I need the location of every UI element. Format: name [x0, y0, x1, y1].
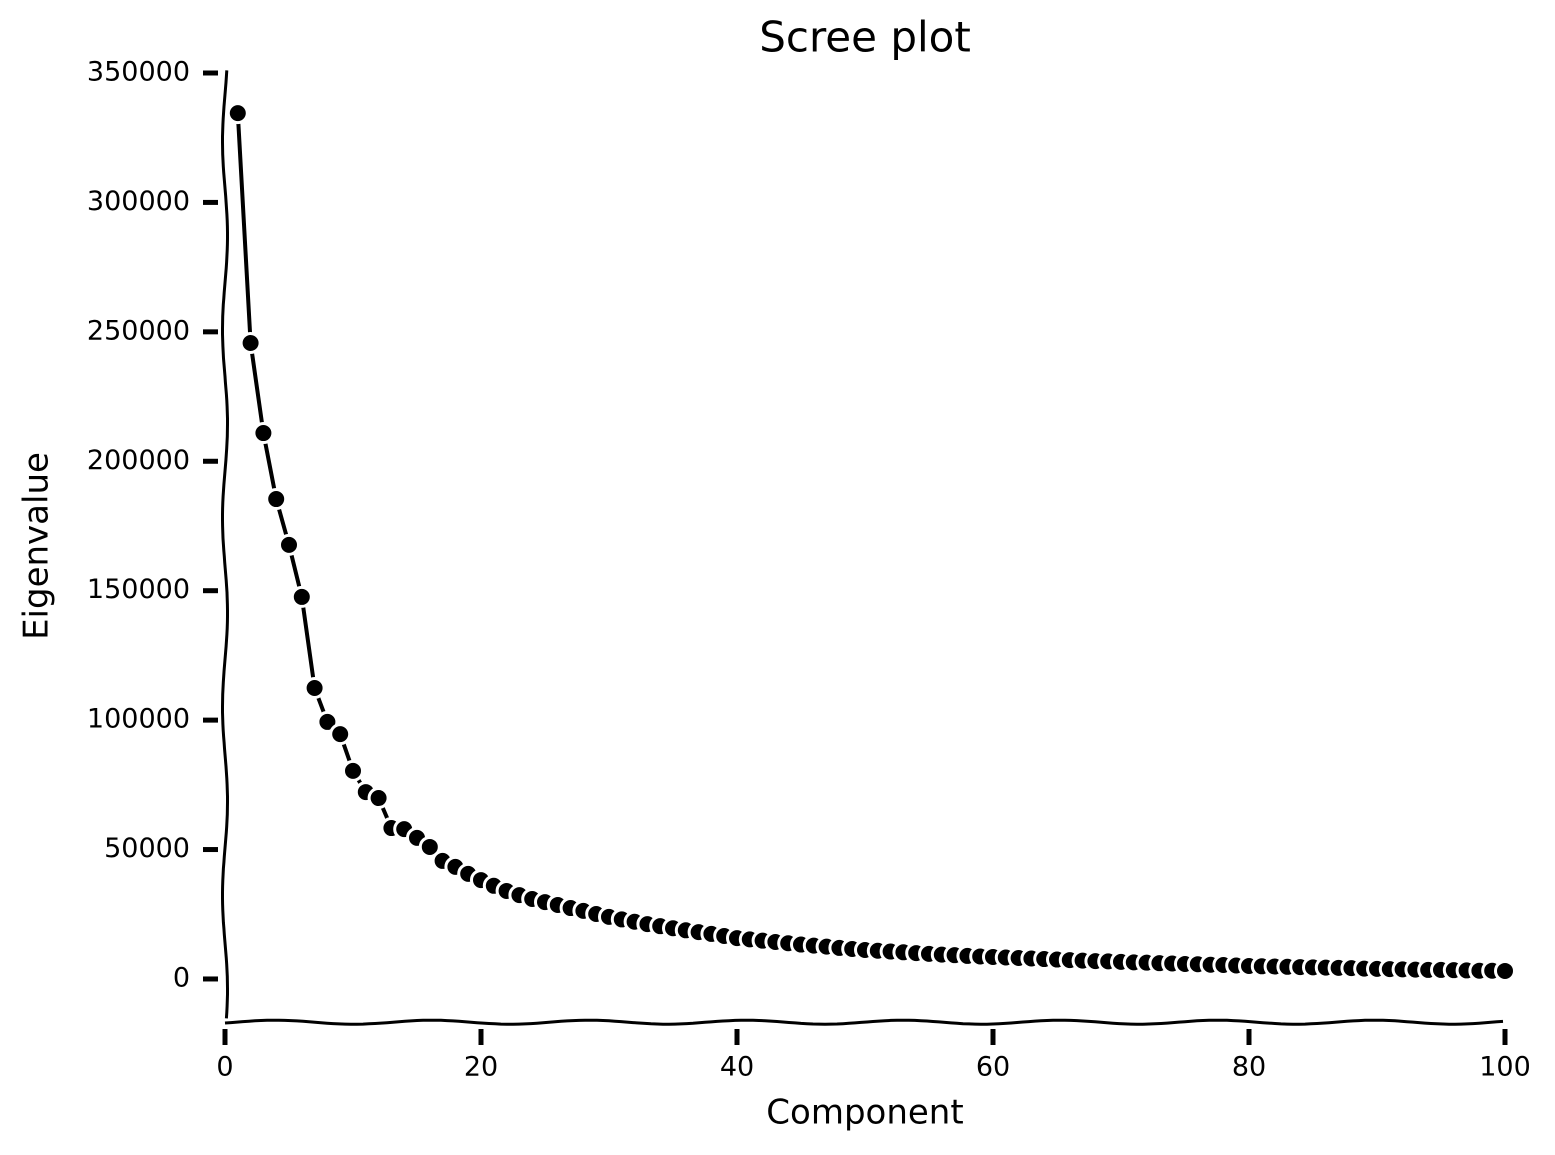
- y-tick-label: 300000: [87, 186, 190, 217]
- y-tick-label: 200000: [87, 445, 190, 476]
- y-tick-label: 50000: [104, 833, 190, 864]
- data-point: [1494, 959, 1516, 982]
- data-point: [265, 488, 288, 511]
- data-point: [329, 723, 352, 746]
- data-point: [226, 102, 249, 125]
- y-tick-label: 250000: [87, 315, 190, 346]
- x-tick-label: 100: [1479, 1052, 1531, 1083]
- y-tick-label: 100000: [87, 704, 190, 735]
- x-tick-label: 20: [464, 1052, 498, 1083]
- y-axis-label: Eigenvalue: [17, 452, 57, 640]
- chart-title: Scree plot: [759, 13, 971, 62]
- x-tick-label: 40: [720, 1052, 754, 1083]
- y-axis-line: [221, 70, 229, 1019]
- data-point: [342, 759, 364, 782]
- data-point: [278, 533, 300, 556]
- data-point: [252, 422, 275, 445]
- data-point: [303, 677, 326, 700]
- data-point: [418, 835, 441, 858]
- x-tick-label: 0: [216, 1052, 233, 1083]
- data-point: [367, 787, 390, 810]
- data-point: [239, 331, 262, 354]
- x-tick-label: 60: [976, 1052, 1010, 1083]
- y-tick-label: 0: [173, 962, 190, 993]
- data-point: [290, 585, 313, 608]
- x-axis-label: Component: [766, 1093, 963, 1133]
- y-tick-label: 350000: [87, 56, 190, 87]
- x-tick-label: 80: [1232, 1052, 1266, 1083]
- y-tick-label: 150000: [87, 574, 190, 605]
- x-axis-line: [224, 1018, 1504, 1026]
